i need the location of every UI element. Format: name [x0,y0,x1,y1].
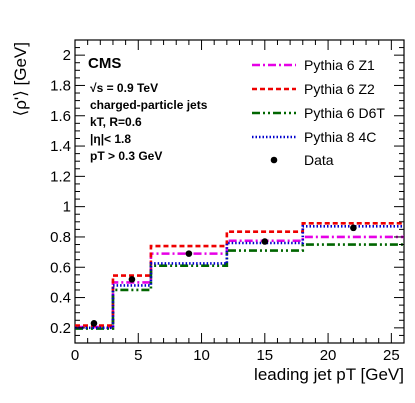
info-sqrt-s: √s = 0.9 TeV [90,81,158,95]
legend-data-marker [270,156,278,164]
legend-label-1: Pythia 6 Z2 [304,81,375,97]
data-point [185,250,193,257]
x-tick-label: 25 [383,347,400,364]
y-tick-label: 1.6 [50,108,71,125]
y-tick-label: 1 [63,199,71,216]
legend-label-3: Pythia 8 4C [304,129,376,145]
data-point [128,276,136,283]
x-tick-label: 0 [71,347,79,364]
y-tick-label: 1.4 [50,138,71,155]
legend-label-0: Pythia 6 Z1 [304,57,375,73]
x-tick-label: 5 [134,347,142,364]
y-tick-label: 0.6 [50,259,71,276]
x-tick-label: 15 [256,347,273,364]
x-tick-label: 20 [320,347,337,364]
y-tick-label: 2 [63,47,71,64]
series-layer [75,222,404,330]
legend-label-2: Pythia 6 D6T [304,105,385,121]
info-jets: charged-particle jets [90,98,208,112]
series-line-1 [75,222,404,327]
data-point [261,238,269,245]
data-point [90,320,98,327]
legend: Pythia 6 Z1 Pythia 6 Z2 Pythia 6 D6T Pythia… [252,57,385,168]
info-pt: pT > 0.3 GeV [90,149,162,163]
series-line-3 [75,225,404,330]
y-tick-label: 1.8 [50,77,71,94]
data-points-layer [90,224,357,327]
y-tick-label: 1.2 [50,168,71,185]
cms-label: CMS [88,55,121,72]
y-axis-title: ⟨ρ'⟩ [GeV] [11,42,30,116]
data-point [350,224,357,232]
legend-label-data: Data [304,152,334,168]
axis-ticks: 0 5 10 15 20 25 0.2 0.4 0.6 0.8 1 1.2 1.4 1.6 1.8 2 [50,40,405,364]
x-tick-label: 10 [193,347,210,364]
x-axis-title: leading jet pT [GeV] [254,365,404,384]
y-tick-label: 0.8 [50,229,71,246]
y-tick-label: 0.4 [50,290,71,307]
info-algorithm: kT, R=0.6 [90,115,142,129]
info-eta: |η|< 1.8 [90,132,131,146]
y-tick-label: 0.2 [50,320,71,337]
